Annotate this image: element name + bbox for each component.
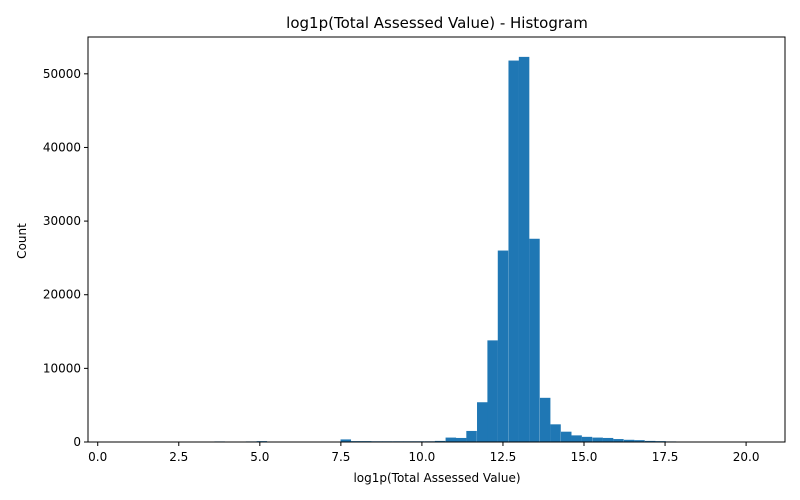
histogram-bar xyxy=(623,439,635,442)
histogram-bar xyxy=(487,340,498,442)
histogram-bar xyxy=(340,439,352,442)
x-axis: 0.0 2.5 5.0 7.5 10.0 12.5 15.0 17.5 20.0 xyxy=(88,442,759,464)
y-axis: 0 10000 20000 30000 40000 50000 xyxy=(43,67,88,449)
histogram-bar xyxy=(550,424,561,442)
histogram-bar xyxy=(466,430,477,442)
x-tick-label: 12.5 xyxy=(490,450,517,464)
y-tick-label: 10000 xyxy=(43,361,81,375)
histogram-bar xyxy=(508,60,519,443)
y-tick-label: 30000 xyxy=(43,214,81,228)
histogram-bar xyxy=(445,437,457,442)
y-tick-label: 40000 xyxy=(43,140,81,154)
histogram-bar xyxy=(602,437,614,442)
histogram-bar xyxy=(455,437,467,442)
histogram-bar xyxy=(634,440,645,442)
histogram-bar xyxy=(571,435,582,442)
histogram-bar xyxy=(497,250,509,442)
histogram-bar xyxy=(613,439,624,442)
histogram-bar xyxy=(592,437,603,442)
chart-title: log1p(Total Assessed Value) - Histogram xyxy=(286,14,588,32)
x-tick-label: 0.0 xyxy=(88,450,107,464)
histogram-bar xyxy=(434,440,446,442)
x-axis-label: log1p(Total Assessed Value) xyxy=(353,471,520,485)
histogram-bar xyxy=(477,402,488,442)
histogram-bar xyxy=(529,238,540,442)
x-tick-label: 2.5 xyxy=(169,450,188,464)
y-tick-label: 50000 xyxy=(43,67,81,81)
x-tick-label: 10.0 xyxy=(409,450,436,464)
histogram-bar xyxy=(518,56,530,442)
x-tick-label: 7.5 xyxy=(331,450,350,464)
x-tick-label: 20.0 xyxy=(733,450,760,464)
histogram-bar xyxy=(539,397,551,442)
x-tick-label: 17.5 xyxy=(652,450,679,464)
histogram-bar xyxy=(644,440,656,442)
histogram-bar xyxy=(560,431,572,442)
y-axis-label: Count xyxy=(15,223,29,259)
x-tick-label: 5.0 xyxy=(250,450,269,464)
y-tick-label: 20000 xyxy=(43,288,81,302)
x-tick-label: 15.0 xyxy=(571,450,598,464)
y-tick-label: 0 xyxy=(73,435,81,449)
plot-frame xyxy=(87,36,786,443)
histogram-bar xyxy=(581,436,593,442)
